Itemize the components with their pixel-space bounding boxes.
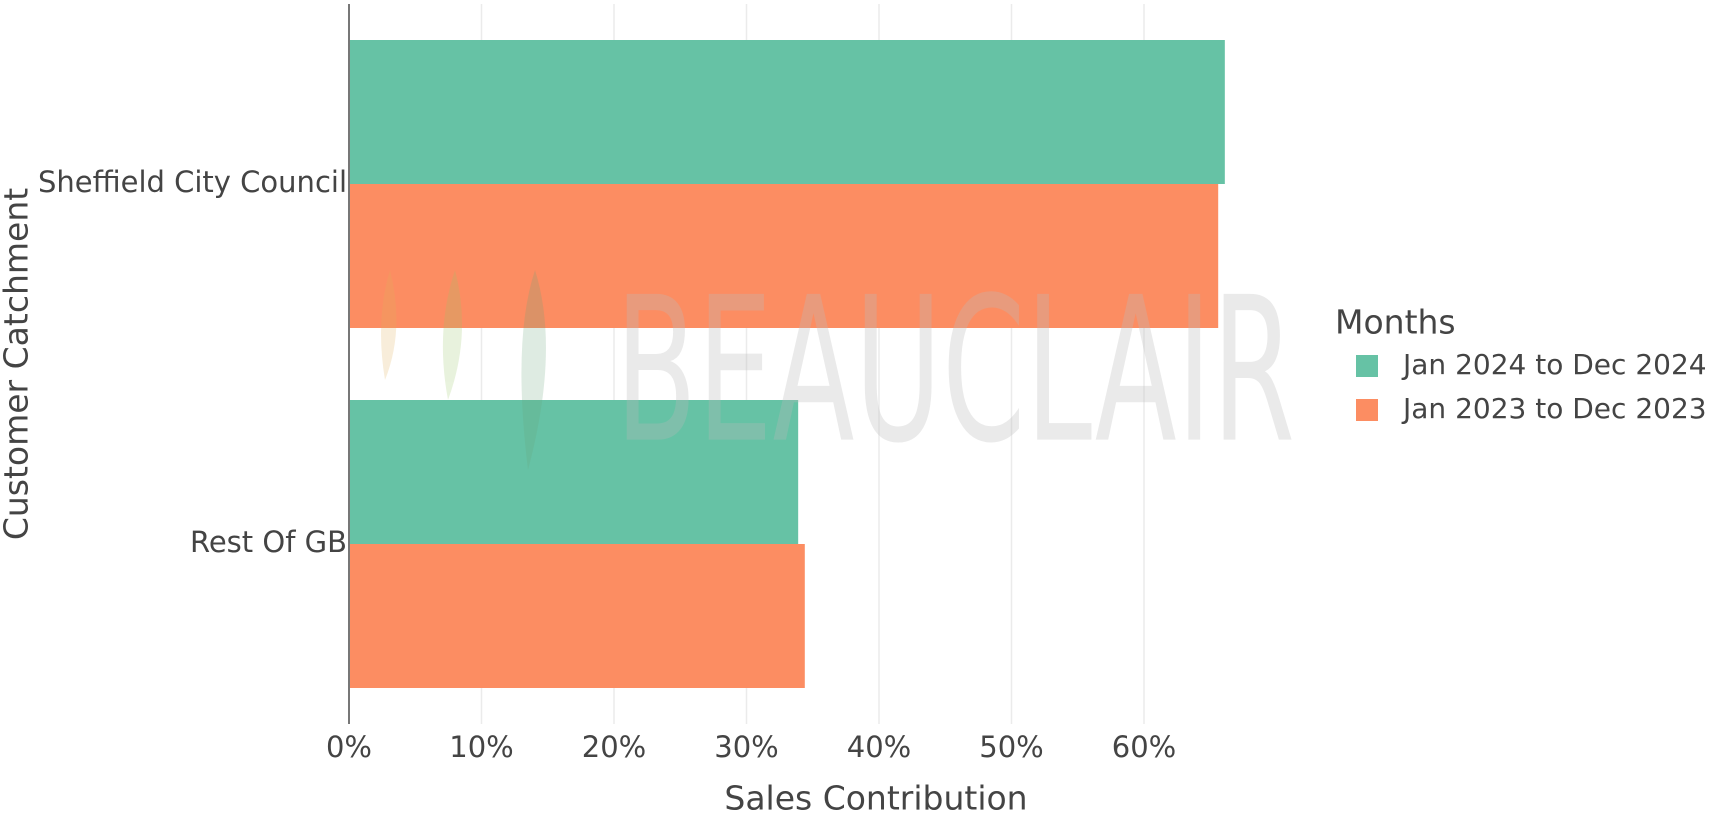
bars	[349, 40, 1225, 688]
x-tick-label: 50%	[979, 730, 1043, 764]
bar	[349, 544, 805, 688]
legend-title: Months	[1335, 303, 1456, 342]
watermark-leaves	[381, 270, 546, 470]
legend-swatch	[1356, 399, 1378, 421]
x-tick-label: 30%	[714, 730, 778, 764]
legend: Jan 2024 to Dec 2024 Jan 2023 to Dec 2023	[1356, 348, 1707, 425]
bar	[349, 40, 1225, 184]
watermark: BEAUCLAIR	[615, 255, 1295, 488]
x-tick-label: 40%	[847, 730, 911, 764]
x-tick-label: 60%	[1112, 730, 1176, 764]
legend-label: Jan 2024 to Dec 2024	[1401, 348, 1707, 381]
x-tick-label: 20%	[582, 730, 646, 764]
legend-label: Jan 2023 to Dec 2023	[1401, 392, 1707, 425]
legend-swatch	[1356, 355, 1378, 377]
y-axis-title: Customer Catchment	[0, 188, 36, 540]
x-tick-label: 10%	[449, 730, 513, 764]
bar	[349, 400, 799, 544]
x-tick-label: 0%	[326, 730, 372, 764]
bar	[349, 184, 1219, 328]
y-tick-label: Rest Of GB	[190, 525, 347, 559]
x-axis-title: Sales Contribution	[724, 779, 1027, 818]
y-tick-label: Sheffield City Council	[38, 165, 347, 199]
